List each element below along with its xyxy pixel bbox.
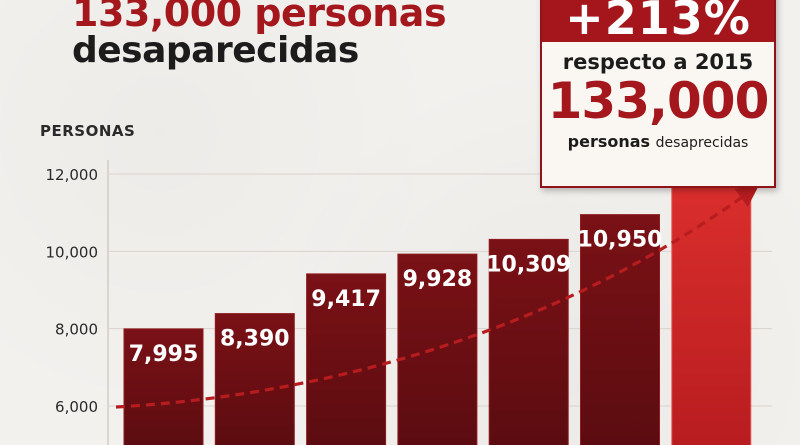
bar-value-label: 7,995 [129, 342, 199, 367]
title-line-1: 133,000 personas [72, 0, 447, 35]
bar-value-label: 10,950 [578, 228, 663, 253]
bar [123, 328, 204, 445]
bar-value-label: 10,309 [486, 252, 571, 277]
respecto-label: respecto a 2015 [562, 50, 754, 74]
total-label-a: personas [567, 132, 651, 151]
bar [397, 253, 478, 445]
title-line-2: desaparecidas [72, 29, 359, 71]
y-tick-label: 8,000 [55, 321, 98, 339]
y-axis-label: PERSONAS [40, 122, 136, 140]
page-title: 133,000 personas desaparecidas [72, 0, 447, 71]
bar [306, 273, 387, 445]
y-tick-label: 6,000 [55, 398, 98, 416]
percent-change: +213% [542, 0, 774, 42]
total-label: personas desaprecidas [542, 132, 774, 151]
bar-value-label: 9,928 [403, 267, 473, 292]
total-count: 133,000 [547, 72, 770, 130]
y-tick-label: 12,000 [46, 166, 99, 184]
y-tick-label: 10,000 [46, 243, 99, 261]
bar [214, 313, 295, 445]
callout-box: +213% respecto a 2015 133,000 personas d… [540, 0, 776, 188]
bar [580, 214, 660, 445]
bar [488, 238, 569, 445]
trend-arrow [115, 184, 760, 409]
bar-value-label: 8,390 [220, 327, 290, 352]
total-label-b: desaprecidas [655, 135, 749, 151]
bar-value-label: 9,417 [311, 287, 381, 312]
